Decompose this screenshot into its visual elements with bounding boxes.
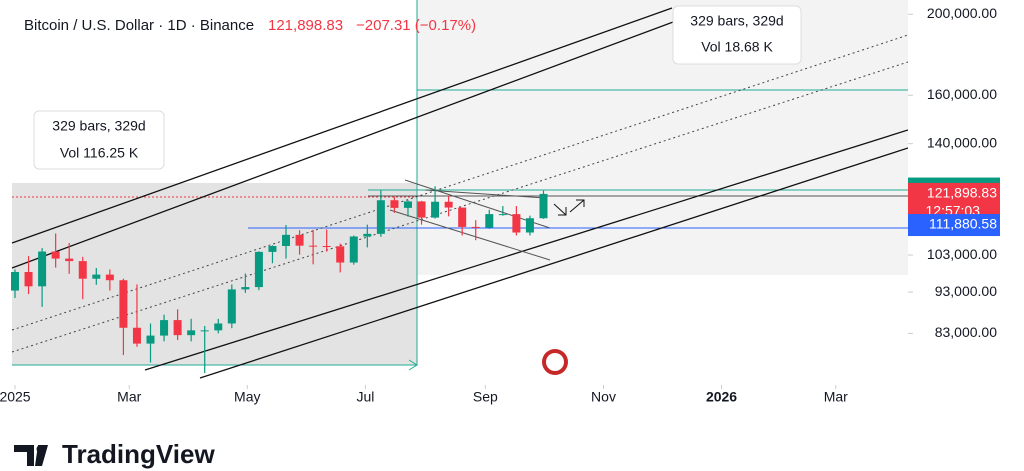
info-bars: 329 bars, 329d bbox=[52, 118, 145, 134]
candle-body bbox=[336, 246, 345, 263]
candle-body bbox=[78, 261, 87, 279]
channel bbox=[11, 61, 908, 353]
candle-body bbox=[92, 274, 101, 279]
candle-body bbox=[322, 246, 331, 248]
candle-body bbox=[187, 330, 196, 336]
info-vol: Vol 18.68 K bbox=[701, 39, 773, 55]
candle-body bbox=[160, 320, 169, 336]
drawings bbox=[11, 0, 908, 379]
y-tick-label: 103,000.00 bbox=[927, 246, 997, 262]
logo-icon bbox=[36, 445, 44, 453]
channel bbox=[11, 34, 908, 331]
last-price: 121,898.83 bbox=[268, 17, 343, 34]
candle-body bbox=[146, 335, 155, 344]
x-tick-label: Mar bbox=[117, 389, 141, 405]
candle-body bbox=[363, 233, 372, 237]
candle-body bbox=[200, 330, 209, 332]
candle-body bbox=[132, 327, 141, 344]
candle-body bbox=[11, 272, 20, 291]
candle-body bbox=[38, 251, 47, 287]
brand: TradingView bbox=[62, 439, 215, 469]
candle-body bbox=[539, 193, 548, 219]
candle-body bbox=[24, 272, 33, 287]
candle-body bbox=[268, 246, 277, 252]
symbol: Bitcoin / U.S. Dollar · 1D · Binance bbox=[24, 17, 254, 34]
candle-body bbox=[51, 251, 60, 259]
date-range bbox=[12, 183, 417, 365]
y-tick-label: 93,000.00 bbox=[935, 283, 997, 299]
candle-body bbox=[444, 201, 453, 208]
y-tick-label: 160,000.00 bbox=[927, 86, 997, 102]
channel bbox=[144, 129, 908, 371]
info-box bbox=[672, 5, 802, 65]
price-marker-label: 111,880.58 bbox=[929, 216, 997, 232]
x-tick-label: 2026 bbox=[706, 389, 737, 405]
candle-body bbox=[458, 207, 467, 227]
candle-body bbox=[498, 214, 507, 216]
channel bbox=[11, 7, 673, 244]
candle-body bbox=[403, 201, 412, 208]
channel bbox=[11, 11, 701, 269]
arrow bbox=[408, 359, 418, 371]
x-tick-label: Sep bbox=[473, 389, 498, 405]
candle-body bbox=[241, 287, 250, 290]
change: −207.31 (−0.17%) bbox=[356, 17, 476, 34]
x-tick-label: Nov bbox=[591, 389, 616, 405]
x-tick-label: Mar bbox=[824, 389, 848, 405]
candle-body bbox=[471, 226, 480, 228]
y-tick-label: 83,000.00 bbox=[935, 324, 997, 340]
event-icon bbox=[546, 353, 564, 371]
candle-body bbox=[282, 234, 291, 247]
channel bbox=[404, 179, 551, 229]
date-range bbox=[417, 0, 908, 275]
candle-body bbox=[119, 280, 128, 328]
y-tick-label: 200,000.00 bbox=[927, 5, 997, 21]
channel bbox=[424, 189, 546, 199]
price-marker-label: 121,898.83 bbox=[927, 185, 997, 201]
x-tick-label: 2025 bbox=[0, 389, 31, 405]
x-tick-label: Jul bbox=[356, 389, 374, 405]
candle-body bbox=[512, 214, 521, 233]
x-tick-label: May bbox=[234, 389, 260, 405]
candles bbox=[11, 186, 548, 374]
channel bbox=[389, 209, 551, 261]
candle-body bbox=[214, 323, 223, 331]
candle-body bbox=[417, 201, 426, 218]
candle-body bbox=[105, 274, 114, 281]
candle-body bbox=[390, 200, 399, 208]
candle-body bbox=[349, 236, 358, 263]
arrow bbox=[553, 203, 567, 216]
candle-body bbox=[431, 201, 440, 218]
candle-body bbox=[227, 289, 236, 324]
price-marker bbox=[908, 214, 1000, 237]
info-vol: Vol 116.25 K bbox=[60, 145, 139, 161]
candle-body bbox=[376, 200, 385, 234]
candle-body bbox=[309, 245, 318, 247]
info-bars: 329 bars, 329d bbox=[690, 13, 783, 29]
candle-body bbox=[65, 258, 74, 262]
arrow bbox=[569, 199, 585, 213]
channel bbox=[199, 147, 908, 379]
candle-body bbox=[173, 320, 182, 336]
candle-body bbox=[525, 218, 534, 233]
candle-body bbox=[485, 214, 494, 228]
logo: TradingView bbox=[14, 439, 215, 469]
info-box bbox=[33, 110, 165, 170]
y-tick-label: 140,000.00 bbox=[927, 134, 997, 150]
candle-body bbox=[254, 251, 263, 288]
candle-body bbox=[295, 234, 304, 246]
